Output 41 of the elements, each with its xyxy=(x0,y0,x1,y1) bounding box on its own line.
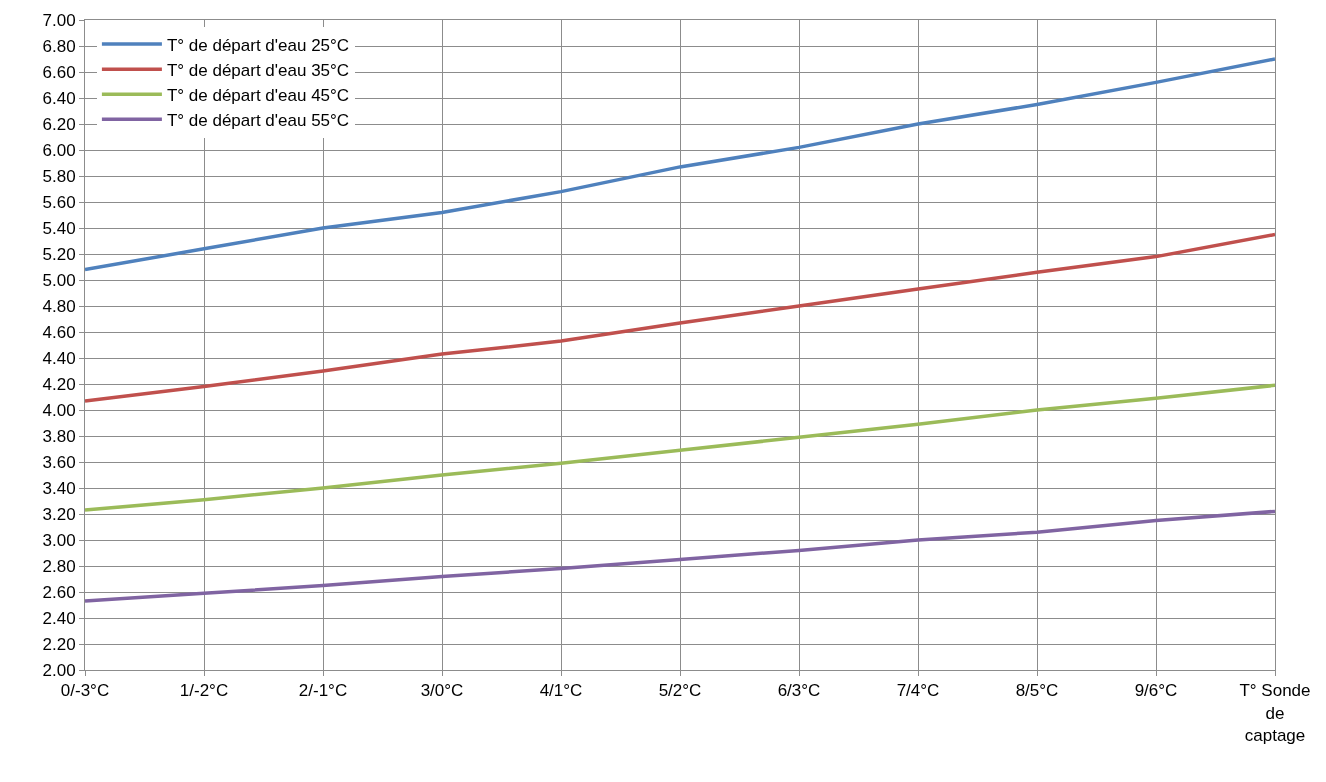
y-tick-label: 6.00 xyxy=(42,140,76,160)
y-tick-label: 4.60 xyxy=(42,322,76,342)
y-tick-label: 2.20 xyxy=(42,634,76,654)
y-tick-label: 5.40 xyxy=(42,218,76,238)
y-tick-label: 3.40 xyxy=(42,478,76,498)
y-tick-label: 3.60 xyxy=(42,452,76,472)
y-tick-label: 4.20 xyxy=(42,374,76,394)
y-tick-label: 5.60 xyxy=(42,192,76,212)
y-tick-label: 7.00 xyxy=(42,10,76,30)
y-tick-label: 2.40 xyxy=(42,608,76,628)
y-tick-label: 6.60 xyxy=(42,62,76,82)
y-tick-label: 2.80 xyxy=(42,556,76,576)
y-tick-label: 5.20 xyxy=(42,244,76,264)
x-tick-label: 7/4°C xyxy=(896,681,940,701)
x-tick-label: 6/3°C xyxy=(777,681,821,701)
y-tick-label: 4.40 xyxy=(42,348,76,368)
x-tick-label: 1/-2°C xyxy=(179,681,229,701)
x-tick-label: 8/5°C xyxy=(1015,681,1059,701)
legend-label: T° de départ d'eau 45°C xyxy=(166,85,350,105)
y-tick-label: 6.20 xyxy=(42,114,76,134)
y-tick-label: 4.80 xyxy=(42,296,76,316)
y-tick-label: 6.80 xyxy=(42,36,76,56)
y-tick-label: 5.00 xyxy=(42,270,76,290)
y-tick-label: 2.00 xyxy=(42,660,76,680)
y-tick-label: 3.20 xyxy=(42,504,76,524)
x-tick-label: 3/0°C xyxy=(420,681,464,701)
legend-label: T° de départ d'eau 25°C xyxy=(166,35,350,55)
x-tick-label: 2/-1°C xyxy=(298,681,348,701)
x-tick-label: 4/1°C xyxy=(539,681,583,701)
legend-label: T° de départ d'eau 55°C xyxy=(166,110,350,130)
y-tick-label: 6.40 xyxy=(42,88,76,108)
y-tick-label: 2.60 xyxy=(42,582,76,602)
x-tick-label: 9/6°C xyxy=(1134,681,1178,701)
x-tick-label: 5/2°C xyxy=(658,681,702,701)
y-tick-label: 4.00 xyxy=(42,400,76,420)
legend-label: T° de départ d'eau 35°C xyxy=(166,60,350,80)
y-tick-label: 3.80 xyxy=(42,426,76,446)
y-tick-label: 3.00 xyxy=(42,530,76,550)
x-tick-label: 0/-3°C xyxy=(60,681,110,701)
y-tick-label: 5.80 xyxy=(42,166,76,186)
x-tick-label: T° Sonde de captage xyxy=(1239,681,1311,745)
